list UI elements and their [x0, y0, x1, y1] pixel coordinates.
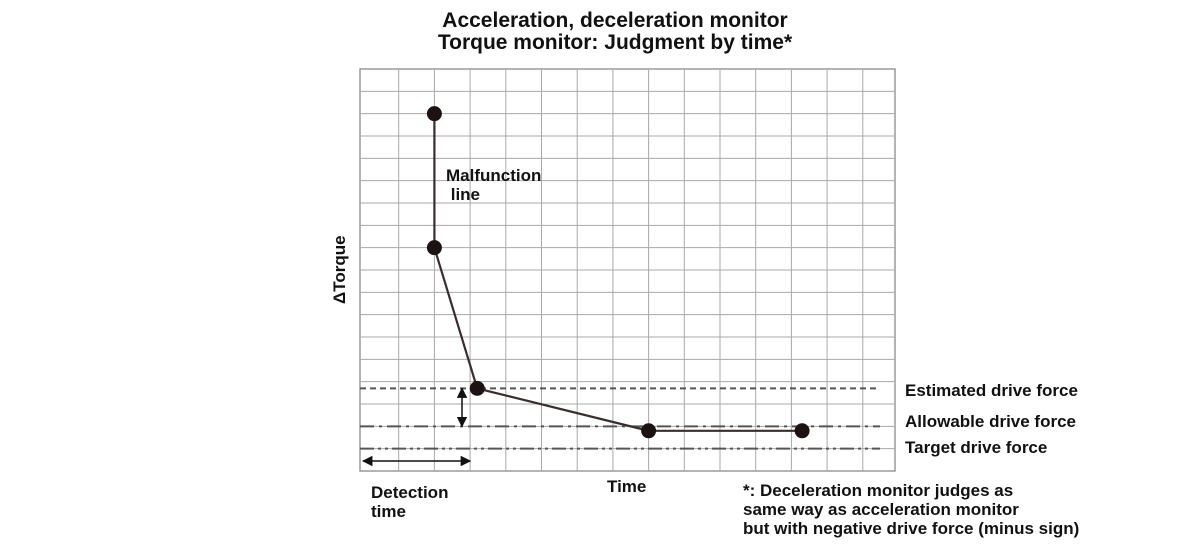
ref-label-estimated: Estimated drive force	[905, 381, 1078, 400]
x-axis-label: Time	[607, 477, 647, 496]
data-point	[426, 240, 442, 256]
annotation-arrows	[361, 387, 472, 467]
ref-label-allowable: Allowable drive force	[905, 412, 1076, 431]
detection-time-label: Detection time	[371, 483, 449, 521]
malfunction-line-label: Malfunction line	[446, 166, 542, 204]
ref-label-target: Target drive force	[905, 438, 1048, 457]
reference-lines	[360, 387, 880, 450]
footnote: *: Deceleration monitor judges as same w…	[743, 481, 1080, 538]
data-point	[794, 423, 810, 439]
grid	[359, 68, 896, 472]
series-layer	[426, 106, 810, 439]
data-point	[469, 380, 485, 396]
series-line	[433, 113, 803, 432]
data-point	[426, 106, 442, 122]
chart-subtitle: Torque monitor: Judgment by time*	[437, 31, 793, 54]
chart-title: Acceleration, deceleration monitor	[442, 9, 788, 32]
data-point	[641, 423, 657, 439]
y-axis-label: ΔTorque	[330, 235, 349, 304]
